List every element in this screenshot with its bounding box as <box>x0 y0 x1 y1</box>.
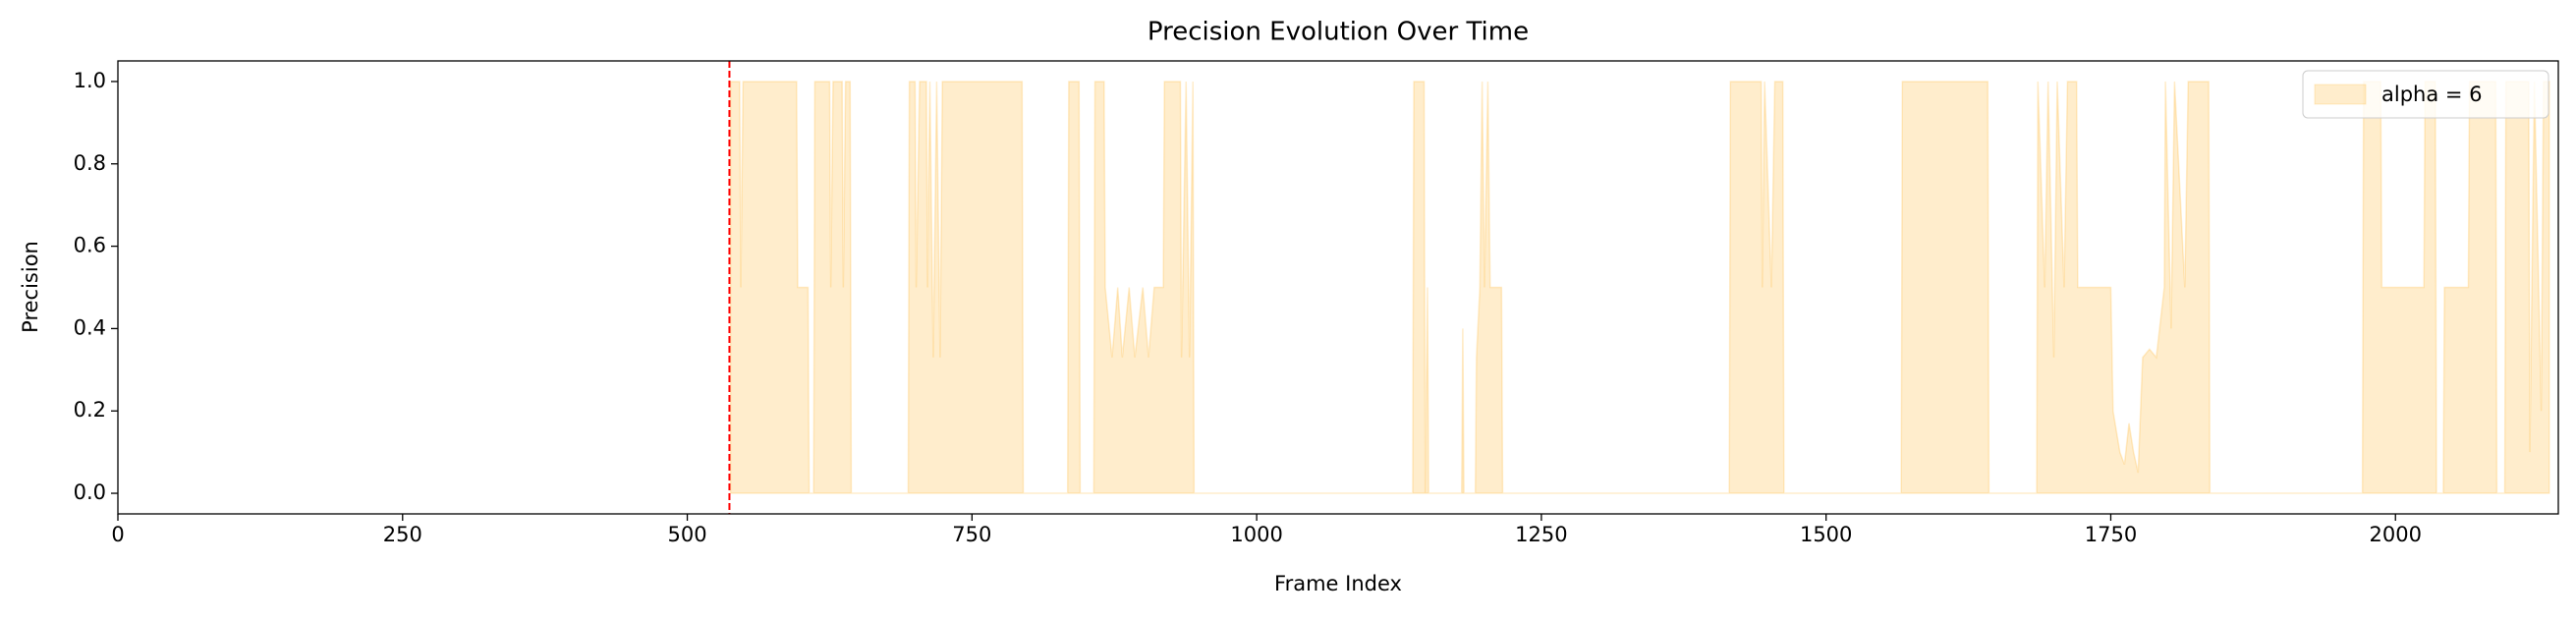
x-tick-label: 750 <box>952 523 991 546</box>
y-axis-label: Precision <box>19 241 42 333</box>
x-tick-label: 1750 <box>2085 523 2137 546</box>
y-tick-label: 0.4 <box>74 315 106 339</box>
legend-box <box>2302 70 2549 119</box>
area <box>729 81 2550 494</box>
legend-swatch <box>2314 84 2367 105</box>
x-tick-label: 250 <box>383 523 422 546</box>
y-tick-label: 0.2 <box>74 398 106 422</box>
y-tick-label: 0.6 <box>74 234 106 257</box>
legend-label: alpha = 6 <box>2381 83 2483 106</box>
x-tick-label: 1500 <box>1800 523 1852 546</box>
chart-title: Precision Evolution Over Time <box>1148 18 1529 47</box>
x-tick-label: 1000 <box>1230 523 1282 546</box>
plot-frame <box>117 60 2559 515</box>
x-axis-label: Frame Index <box>1274 572 1402 595</box>
y-tick-label: 0.8 <box>74 151 106 175</box>
y-tick-label: 1.0 <box>74 69 106 92</box>
x-tick-label: 1250 <box>1515 523 1567 546</box>
x-tick-label: 2000 <box>2370 523 2422 546</box>
y-tick-label: 0.0 <box>74 480 106 504</box>
x-tick-label: 0 <box>111 523 124 546</box>
x-tick-label: 500 <box>668 523 707 546</box>
